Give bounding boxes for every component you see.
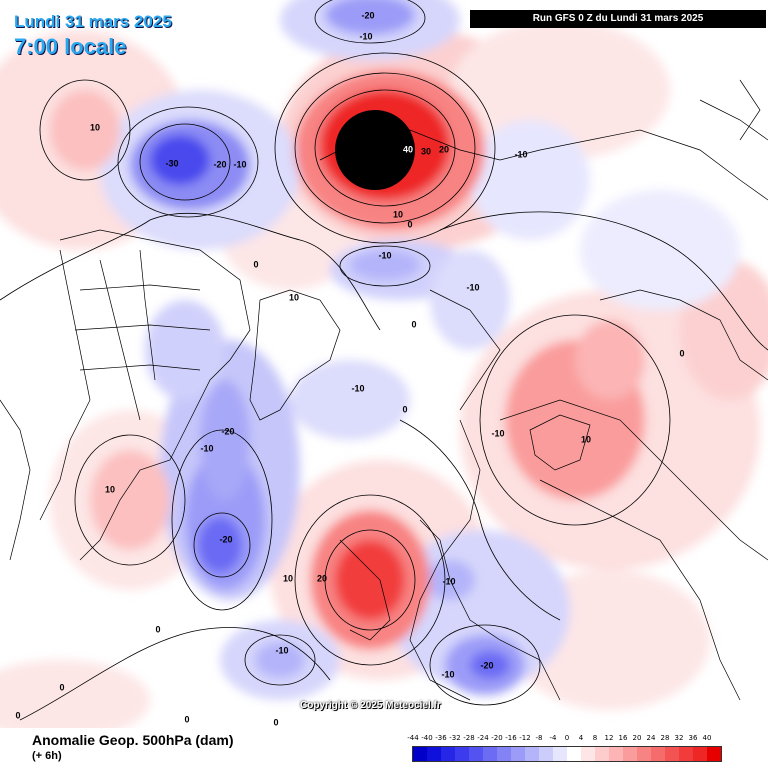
- map-title: Anomalie Geop. 500hPa (dam): [32, 732, 234, 748]
- legend-swatch: [441, 747, 455, 761]
- contour-label: 0: [253, 259, 258, 269]
- legend-bar: [412, 746, 722, 762]
- legend-label: -32: [449, 734, 461, 742]
- legend-label: 40: [702, 734, 712, 742]
- legend-swatch: [511, 747, 525, 761]
- color-legend: -44 -40 -36 -32 -28 -24 -20 -16 -12 -8 -4 0 4 8 12 16 20…: [407, 734, 722, 762]
- contour-label: 0: [155, 624, 160, 634]
- contour-label: 40: [403, 144, 413, 154]
- contour-label: 0: [59, 682, 64, 692]
- legend-swatch: [525, 747, 539, 761]
- contour-label: 10: [105, 484, 115, 494]
- contour-label: -10: [514, 149, 527, 159]
- contour-label: -20: [480, 660, 493, 670]
- legend-label: -4: [549, 734, 557, 742]
- contour-label: 0: [184, 714, 189, 724]
- contour-label: -20: [221, 426, 234, 436]
- anomaly-peak: [335, 110, 415, 190]
- legend-label: -36: [435, 734, 447, 742]
- legend-swatch: [581, 747, 595, 761]
- contour-label: -10: [441, 669, 454, 679]
- contour-label: -10: [442, 576, 455, 586]
- legend-swatch: [567, 747, 581, 761]
- contour-label: 10: [289, 292, 299, 302]
- legend-label: 12: [604, 734, 614, 742]
- legend-label: -16: [505, 734, 517, 742]
- contour-label: 20: [317, 573, 327, 583]
- legend-label: -24: [477, 734, 489, 742]
- contour-label: -10: [275, 645, 288, 655]
- contour-label: -10: [466, 282, 479, 292]
- legend-labels: -44 -40 -36 -32 -28 -24 -20 -16 -12 -8 -4 0 4 8 12 16 20…: [407, 734, 722, 744]
- legend-label: -40: [421, 734, 433, 742]
- legend-swatch: [665, 747, 679, 761]
- legend-swatch: [693, 747, 707, 761]
- legend-label: -12: [519, 734, 531, 742]
- legend-swatch: [679, 747, 693, 761]
- legend-label: 20: [632, 734, 642, 742]
- legend-label: -28: [463, 734, 475, 742]
- contour-label: -10: [491, 428, 504, 438]
- legend-swatch: [483, 747, 497, 761]
- legend-swatch: [427, 747, 441, 761]
- contour-label: 0: [15, 710, 20, 720]
- contour-label: -10: [378, 250, 391, 260]
- footer: Anomalie Geop. 500hPa (dam) (+ 6h) -44 -4…: [0, 728, 768, 768]
- legend-label: 24: [646, 734, 656, 742]
- contour-label: -20: [219, 534, 232, 544]
- legend-label: 4: [578, 734, 584, 742]
- legend-label: 8: [592, 734, 598, 742]
- legend-swatch: [469, 747, 483, 761]
- legend-label: 32: [674, 734, 684, 742]
- legend-label: 36: [688, 734, 698, 742]
- contour-label: 10: [90, 122, 100, 132]
- forecast-time: 7:00 locale: [14, 34, 127, 59]
- contour-label: -10: [200, 443, 213, 453]
- contour-label: 10: [283, 573, 293, 583]
- contour-label: 30: [421, 146, 431, 156]
- anomaly-fields: [0, 0, 768, 728]
- legend-swatch: [413, 747, 427, 761]
- contour-label: 0: [402, 404, 407, 414]
- legend-swatch: [623, 747, 637, 761]
- contour-label: 20: [439, 144, 449, 154]
- contour-label: 0: [679, 348, 684, 358]
- legend-swatch: [539, 747, 553, 761]
- contour-label: -20: [213, 159, 226, 169]
- contour-label: 0: [273, 717, 278, 727]
- contour-label: 10: [393, 209, 403, 219]
- legend-swatch: [609, 747, 623, 761]
- legend-label: 0: [564, 734, 570, 742]
- forecast-date: Lundi 31 mars 2025: [14, 12, 172, 31]
- coastlines: [0, 79, 768, 701]
- contour-label: 0: [411, 319, 416, 329]
- contour-label: -10: [359, 31, 372, 41]
- contour-label: 10: [581, 434, 591, 444]
- legend-swatch: [651, 747, 665, 761]
- legend-label: -20: [491, 734, 503, 742]
- legend-label: 16: [618, 734, 628, 742]
- legend-swatch: [637, 747, 651, 761]
- anomaly-map: -20 -10 10 -30 -20 -10 40 30 20 -10 10 0 0 -10 -10 10 0 0…: [0, 0, 768, 728]
- contour-labels: -20 -10 10 -30 -20 -10 40 30 20 -10 10 0 0 -10 -10 10 0 0…: [15, 10, 684, 727]
- run-banner: Run GFS 0 Z du Lundi 31 mars 2025: [470, 10, 766, 28]
- contour-label: -10: [351, 383, 364, 393]
- legend-swatch: [497, 747, 511, 761]
- forecast-offset: (+ 6h): [32, 750, 62, 762]
- legend-label: 28: [660, 734, 670, 742]
- copyright: Copyright © 2025 Meteociel.fr: [300, 700, 441, 711]
- contour-label: -10: [233, 159, 246, 169]
- legend-swatch: [595, 747, 609, 761]
- legend-swatch: [707, 747, 721, 761]
- legend-label: -8: [535, 734, 543, 742]
- legend-swatch: [553, 747, 567, 761]
- legend-label: -44: [407, 734, 419, 742]
- legend-swatch: [455, 747, 469, 761]
- contour-label: -20: [361, 10, 374, 20]
- contour-label: -30: [165, 158, 178, 168]
- contour-label: 0: [407, 219, 412, 229]
